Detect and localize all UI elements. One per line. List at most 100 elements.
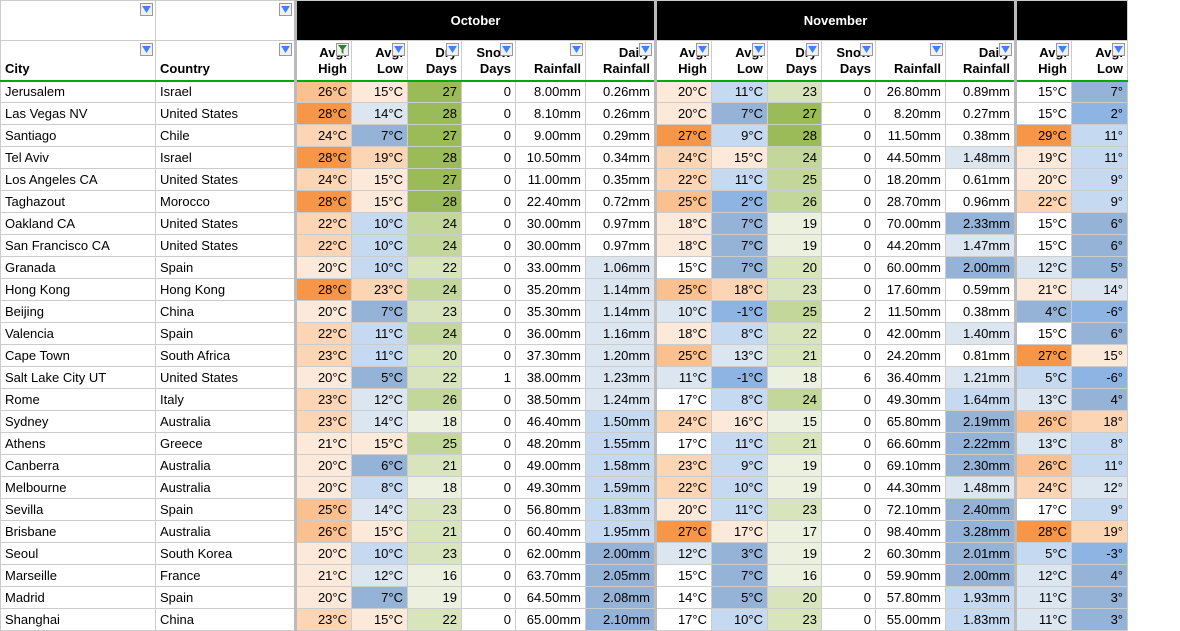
- cell[interactable]: 0: [822, 125, 876, 147]
- cell[interactable]: Tel Aviv: [1, 147, 156, 169]
- cell[interactable]: 24°C: [1016, 477, 1072, 499]
- cell[interactable]: 12°C: [352, 565, 408, 587]
- cell[interactable]: 1.21mm: [946, 367, 1016, 389]
- column-header-avgHigh[interactable]: Avg.High: [656, 41, 712, 81]
- cell[interactable]: 23°C: [352, 279, 408, 301]
- cell[interactable]: 0: [462, 147, 516, 169]
- cell[interactable]: 21: [408, 521, 462, 543]
- cell[interactable]: 1.14mm: [586, 301, 656, 323]
- cell[interactable]: 24: [408, 279, 462, 301]
- cell[interactable]: 0: [822, 103, 876, 125]
- cell[interactable]: 22°C: [1016, 191, 1072, 213]
- cell[interactable]: 60.30mm: [876, 543, 946, 565]
- cell[interactable]: 11.50mm: [876, 125, 946, 147]
- cell[interactable]: 22°C: [296, 323, 352, 345]
- cell[interactable]: 62.00mm: [516, 543, 586, 565]
- cell[interactable]: 65.00mm: [516, 609, 586, 631]
- cell[interactable]: 12°: [1072, 477, 1128, 499]
- filter-dropdown-icon[interactable]: [140, 43, 153, 56]
- cell[interactable]: 15°C: [656, 257, 712, 279]
- filter-funnel-icon[interactable]: [336, 43, 349, 56]
- cell[interactable]: 8.20mm: [876, 103, 946, 125]
- cell[interactable]: 7°C: [712, 213, 768, 235]
- cell[interactable]: 0.81mm: [946, 345, 1016, 367]
- cell[interactable]: 6: [822, 367, 876, 389]
- cell[interactable]: Israel: [156, 81, 296, 103]
- cell[interactable]: 22°C: [656, 477, 712, 499]
- cell[interactable]: 0: [462, 279, 516, 301]
- cell[interactable]: Taghazout: [1, 191, 156, 213]
- column-header-avgLow[interactable]: Avg.Low: [352, 41, 408, 81]
- cell[interactable]: 15°C: [656, 565, 712, 587]
- cell[interactable]: 27°C: [656, 521, 712, 543]
- cell[interactable]: 15°C: [1016, 235, 1072, 257]
- cell[interactable]: 2°: [1072, 103, 1128, 125]
- cell[interactable]: 21: [768, 345, 822, 367]
- cell[interactable]: 21: [408, 455, 462, 477]
- cell[interactable]: 8°C: [352, 477, 408, 499]
- cell[interactable]: 21°C: [1016, 279, 1072, 301]
- cell[interactable]: 28°C: [296, 147, 352, 169]
- cell[interactable]: 22°C: [656, 169, 712, 191]
- cell[interactable]: 44.50mm: [876, 147, 946, 169]
- cell[interactable]: 12°C: [1016, 257, 1072, 279]
- cell[interactable]: 1.55mm: [586, 433, 656, 455]
- cell[interactable]: 2: [822, 543, 876, 565]
- cell[interactable]: 23: [768, 499, 822, 521]
- cell[interactable]: 11.50mm: [876, 301, 946, 323]
- cell[interactable]: 22: [408, 367, 462, 389]
- cell[interactable]: 22°C: [296, 213, 352, 235]
- cell[interactable]: 2.00mm: [586, 543, 656, 565]
- cell[interactable]: 2.33mm: [946, 213, 1016, 235]
- cell[interactable]: 20°C: [656, 103, 712, 125]
- cell[interactable]: 23°C: [296, 411, 352, 433]
- cell[interactable]: 27: [408, 81, 462, 103]
- cell[interactable]: 38.50mm: [516, 389, 586, 411]
- cell[interactable]: 60.00mm: [876, 257, 946, 279]
- column-header-rainfall[interactable]: Rainfall: [516, 41, 586, 81]
- cell[interactable]: 11°C: [712, 499, 768, 521]
- cell[interactable]: Granada: [1, 257, 156, 279]
- cell[interactable]: 0.97mm: [586, 213, 656, 235]
- column-header-snowDays[interactable]: SnowDays: [822, 41, 876, 81]
- cell[interactable]: 18: [408, 477, 462, 499]
- cell[interactable]: 0.97mm: [586, 235, 656, 257]
- cell[interactable]: 28: [408, 147, 462, 169]
- cell[interactable]: 0: [822, 521, 876, 543]
- cell[interactable]: 0: [462, 301, 516, 323]
- cell[interactable]: 28: [768, 125, 822, 147]
- cell[interactable]: 23: [408, 499, 462, 521]
- cell[interactable]: 15: [768, 411, 822, 433]
- cell[interactable]: 2.22mm: [946, 433, 1016, 455]
- cell[interactable]: Marseille: [1, 565, 156, 587]
- cell[interactable]: 26: [768, 191, 822, 213]
- cell[interactable]: 15°C: [352, 169, 408, 191]
- column-header-rainfall[interactable]: Rainfall: [876, 41, 946, 81]
- cell[interactable]: 0: [462, 543, 516, 565]
- cell[interactable]: 55.00mm: [876, 609, 946, 631]
- cell[interactable]: 56.80mm: [516, 499, 586, 521]
- cell[interactable]: 6°: [1072, 323, 1128, 345]
- cell[interactable]: Greece: [156, 433, 296, 455]
- cell[interactable]: 1: [462, 367, 516, 389]
- cell[interactable]: 24: [768, 389, 822, 411]
- cell[interactable]: 0: [462, 345, 516, 367]
- cell[interactable]: 27: [408, 125, 462, 147]
- cell[interactable]: 11°: [1072, 125, 1128, 147]
- cell[interactable]: 20°C: [296, 455, 352, 477]
- cell[interactable]: 23°C: [296, 609, 352, 631]
- cell[interactable]: 21°C: [296, 433, 352, 455]
- cell[interactable]: 0.89mm: [946, 81, 1016, 103]
- cell[interactable]: 9.00mm: [516, 125, 586, 147]
- cell[interactable]: 11.00mm: [516, 169, 586, 191]
- cell[interactable]: Australia: [156, 477, 296, 499]
- cell[interactable]: 15°C: [712, 147, 768, 169]
- cell[interactable]: Spain: [156, 323, 296, 345]
- cell[interactable]: 26.80mm: [876, 81, 946, 103]
- cell[interactable]: 20°C: [296, 301, 352, 323]
- cell[interactable]: 35.30mm: [516, 301, 586, 323]
- cell[interactable]: 10°C: [352, 543, 408, 565]
- cell[interactable]: 15°C: [1016, 81, 1072, 103]
- cell[interactable]: 27°C: [1016, 345, 1072, 367]
- cell[interactable]: -1°C: [712, 301, 768, 323]
